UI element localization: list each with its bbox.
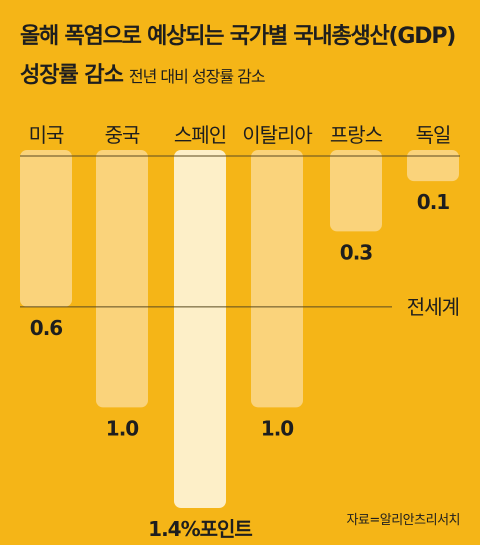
category-label-1: 중국	[105, 123, 140, 147]
bar-5	[407, 150, 459, 182]
bar-3	[251, 150, 303, 408]
reference-line-label: 전세계	[407, 295, 459, 319]
bar-0	[20, 150, 72, 307]
value-label-1: 1.0	[106, 416, 139, 440]
chart-subtitle: 성장률 감소	[20, 63, 124, 88]
bar-4	[330, 150, 382, 232]
category-label-3: 이탈리아	[242, 123, 312, 147]
chart-subtitle-note: 전년 대비 성장률 감소	[128, 67, 266, 86]
value-label-5: 0.1	[417, 190, 450, 214]
category-label-4: 프랑스	[330, 123, 383, 147]
category-label-0: 미국	[29, 123, 64, 147]
chart-title: 올해 폭염으로 예상되는 국가별 국내총생산(GDP)	[20, 24, 456, 49]
category-label-2: 스페인	[174, 123, 226, 147]
bar-1	[96, 150, 148, 408]
category-label-5: 독일	[416, 123, 451, 147]
value-label-3: 1.0	[261, 416, 294, 440]
value-label-4: 0.3	[340, 240, 373, 264]
chart-subtitle-row: 성장률 감소 전년 대비 성장률 감소	[20, 57, 266, 89]
source-note: 자료=알리안츠리서치	[346, 513, 460, 528]
value-label-0: 0.6	[30, 316, 63, 340]
bar-2	[174, 150, 226, 508]
value-label-2: 1.4%포인트	[148, 517, 252, 541]
